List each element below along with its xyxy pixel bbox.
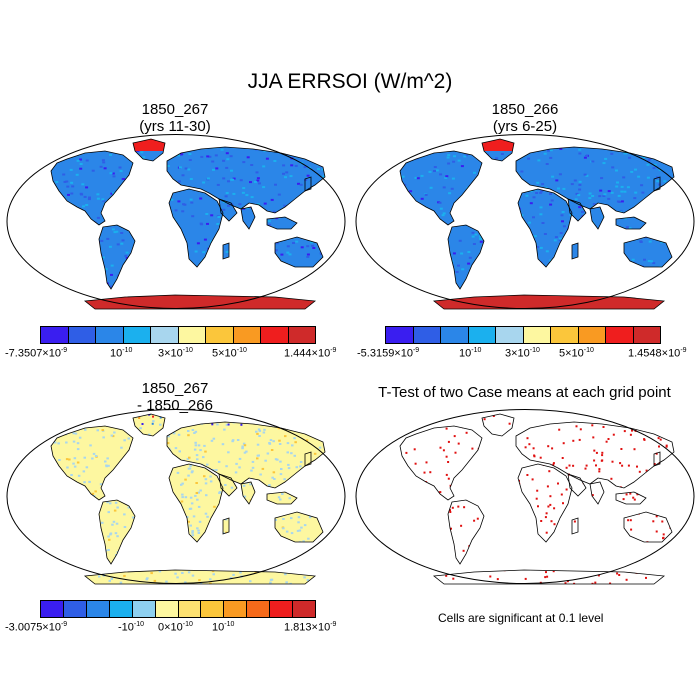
panel-title-top-left: 1850_267 (yrs 11-30) xyxy=(50,101,300,135)
cbar-label: 0×10-10 xyxy=(158,621,193,634)
colorbar-swatch xyxy=(68,327,96,343)
colorbar-top-right xyxy=(385,326,661,344)
cbar-label: 5×10-10 xyxy=(559,347,594,360)
cbar-label: 10-10 xyxy=(212,621,235,634)
colorbar-swatch xyxy=(441,327,469,343)
cbar-label-max: 1.813×10-9 xyxy=(284,621,337,634)
panel-title-line1: 1850_267 xyxy=(141,101,209,118)
significance-note: Cells are significant at 0.1 level xyxy=(438,611,604,625)
figure-title: JJA ERRSOI (W/m^2) xyxy=(247,70,453,93)
panel-title-top-right: 1850_266 (yrs 6-25) xyxy=(400,101,650,135)
cbar-label: 3×10-10 xyxy=(158,347,193,360)
panel-title-line1: 1850_266 xyxy=(491,101,559,118)
colorbar-swatch xyxy=(468,327,496,343)
colorbar-swatch xyxy=(551,327,579,343)
colorbar-swatch xyxy=(247,601,271,617)
colorbar-swatch xyxy=(86,601,110,617)
panel-title-line2: (yrs 6-25) xyxy=(492,118,558,135)
colorbar-swatch xyxy=(206,327,234,343)
map-top-right xyxy=(355,134,695,310)
colorbar-swatch xyxy=(578,327,606,343)
colorbar-swatch xyxy=(178,327,206,343)
cbar-label: 5×10-10 xyxy=(212,347,247,360)
colorbar-swatch xyxy=(523,327,551,343)
colorbar-swatch xyxy=(155,601,179,617)
map-bottom-right xyxy=(355,409,695,585)
colorbar-swatch xyxy=(293,601,316,617)
colorbar-swatch xyxy=(606,327,634,343)
cbar-label-max: 1.4548×10-9 xyxy=(628,347,687,360)
colorbar-swatch xyxy=(224,601,248,617)
colorbar-swatch xyxy=(270,601,294,617)
panel-title-bottom-right: T-Test of two Case means at each grid po… xyxy=(352,384,697,401)
colorbar-top-left xyxy=(40,326,316,344)
cbar-label-max: 1.444×10-9 xyxy=(284,347,337,360)
colorbar-swatch xyxy=(151,327,179,343)
colorbar-swatch xyxy=(633,327,660,343)
map-top-left xyxy=(6,134,346,310)
cbar-label: -10-10 xyxy=(118,621,145,634)
colorbar-swatch xyxy=(201,601,225,617)
colorbar-swatch xyxy=(261,327,289,343)
cbar-label-min: -5.3159×10-9 xyxy=(357,347,420,360)
panel-title-line2: (yrs 11-30) xyxy=(139,118,211,135)
cbar-label-min: -3.0075×10-9 xyxy=(5,621,68,634)
colorbar-swatch xyxy=(63,601,87,617)
colorbar-bottom-left xyxy=(40,600,316,618)
cbar-label: 10-10 xyxy=(459,347,482,360)
colorbar-swatch xyxy=(233,327,261,343)
map-bottom-left xyxy=(6,409,346,585)
colorbar-swatch xyxy=(386,327,414,343)
cbar-label-min: -7.3507×10-9 xyxy=(5,347,68,360)
panel-title-line1: 1850_267 xyxy=(141,380,209,397)
colorbar-swatch xyxy=(413,327,441,343)
cbar-label: 3×10-10 xyxy=(505,347,540,360)
colorbar-swatch xyxy=(109,601,133,617)
colorbar-swatch xyxy=(41,601,64,617)
cbar-label: 10-10 xyxy=(110,347,133,360)
colorbar-swatch xyxy=(132,601,156,617)
colorbar-swatch xyxy=(96,327,124,343)
colorbar-swatch xyxy=(496,327,524,343)
colorbar-swatch xyxy=(178,601,202,617)
panel-title-line1: T-Test of two Case means at each grid po… xyxy=(378,384,671,401)
colorbar-swatch xyxy=(41,327,69,343)
colorbar-swatch xyxy=(288,327,315,343)
colorbar-swatch xyxy=(123,327,151,343)
